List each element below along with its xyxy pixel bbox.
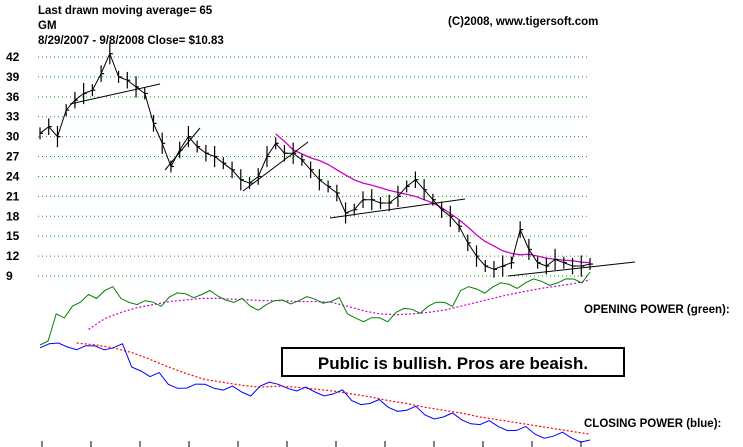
y-tick-label: 30 [6, 130, 20, 144]
opening-power-layer [39, 271, 591, 346]
y-tick-label: 33 [6, 110, 20, 124]
y-tick-label: 9 [6, 269, 13, 283]
opening-power-ma [88, 279, 591, 330]
price-layer [39, 43, 593, 278]
y-axis-ticks: 42 39 36 33 30 27 24 21 18 15 12 9 [6, 50, 20, 283]
ticker-symbol: GM [38, 20, 57, 32]
callout-text: Public is bullish. Pros are beaish. [318, 354, 588, 373]
closing-power-label: CLOSING POWER (blue): [584, 418, 721, 430]
trendline [507, 261, 636, 277]
gridlines [38, 56, 590, 277]
callout-box [281, 347, 625, 377]
y-tick-label: 24 [6, 169, 20, 183]
date-range-close: 8/29/2007 - 9/8/2008 Close= $10.83 [38, 35, 224, 47]
trendline [329, 198, 466, 219]
y-tick-label: 18 [6, 209, 20, 223]
closing-power-line [39, 342, 591, 443]
closing-power-ma [76, 342, 591, 435]
y-tick-label: 15 [6, 229, 20, 243]
y-tick-label: 36 [6, 90, 20, 104]
price-line [39, 52, 591, 270]
moving-average-note: Last drawn moving average= 65 [38, 5, 213, 17]
opening-power-label: OPENING POWER (green): [584, 304, 730, 316]
x-axis-ticks [41, 441, 582, 447]
trendline [164, 127, 201, 171]
y-tick-label: 42 [6, 50, 20, 64]
copyright-text: (C)2008, www.tigersoft.com [448, 16, 598, 28]
y-tick-label: 27 [6, 150, 20, 164]
y-tick-label: 12 [6, 249, 20, 263]
opening-power-line [39, 271, 591, 346]
trendline [69, 83, 161, 105]
trendline [242, 141, 309, 192]
y-tick-label: 21 [6, 189, 20, 203]
closing-power-layer [39, 342, 591, 443]
y-tick-label: 39 [6, 70, 20, 84]
trendlines [69, 83, 636, 277]
